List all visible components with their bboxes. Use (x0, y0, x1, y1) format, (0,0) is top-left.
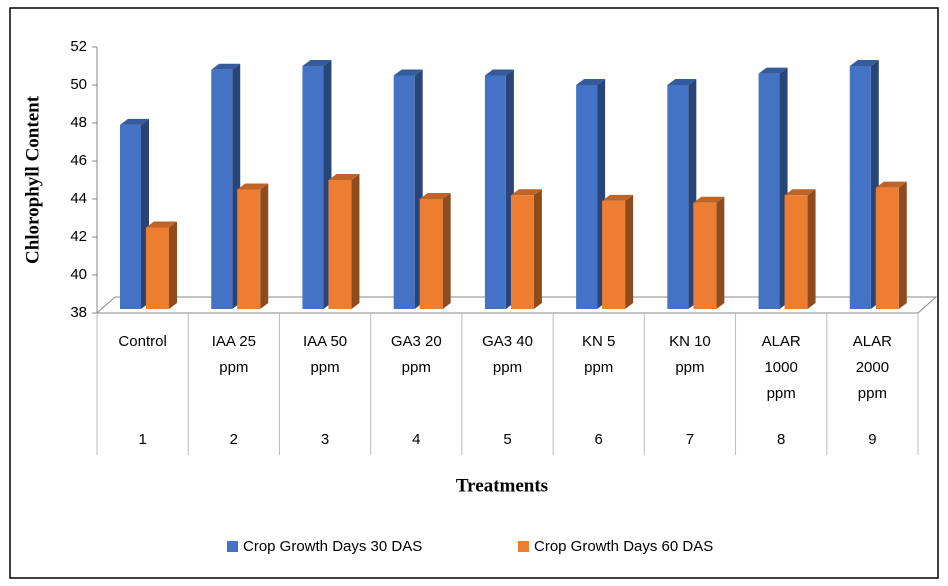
bar-front (302, 66, 324, 309)
bar (849, 60, 879, 309)
x-group-label: 1 (138, 431, 147, 448)
bar-top (784, 189, 816, 196)
bar-top (602, 194, 634, 201)
bar (758, 67, 788, 309)
bar-side (533, 189, 542, 309)
y-tick-label: 40 (70, 266, 87, 283)
bar-front (849, 66, 871, 309)
bar-front (602, 200, 626, 309)
bar-top (667, 79, 697, 85)
legend-label: Crop Growth Days 60 DAS (534, 538, 713, 555)
x-group-label: 5 (503, 431, 512, 448)
x-group-label: 7 (685, 431, 695, 448)
bar-side (442, 193, 451, 309)
bar (484, 69, 514, 309)
bar (602, 194, 634, 309)
bar-top (328, 174, 360, 180)
x-tick-label: IAA 25 ppm (211, 333, 256, 376)
bar-side (716, 196, 725, 309)
bar (146, 221, 177, 309)
y-tick-label: 42 (70, 228, 87, 245)
bar-top (302, 60, 332, 66)
bar-top (237, 183, 269, 190)
bar-top (875, 181, 907, 188)
bar (510, 189, 542, 309)
x-tick-label: KN 10 ppm (669, 333, 711, 376)
bar-front (211, 69, 233, 309)
bar-front (146, 227, 169, 309)
bar-side (260, 183, 269, 309)
bar-front (510, 195, 534, 309)
bar-front (393, 75, 415, 309)
bar-top (484, 69, 514, 76)
bar-top (419, 193, 451, 199)
legend-swatch (227, 541, 238, 552)
bar-top (510, 189, 542, 196)
legend-label: Crop Growth Days 30 DAS (243, 538, 422, 555)
bar-side (807, 189, 816, 309)
bar-front (667, 85, 689, 309)
bar-top (758, 67, 788, 74)
bar-top (576, 79, 606, 85)
bar-top (849, 60, 879, 66)
bar-top (146, 221, 177, 228)
bar-front (758, 73, 780, 309)
bar (302, 60, 332, 309)
bar (419, 193, 451, 309)
x-group-label: 6 (594, 431, 603, 448)
x-tick-label: Control (118, 333, 167, 350)
y-tick-label: 38 (70, 304, 87, 321)
x-tick-label: ALAR 1000 ppm (761, 333, 801, 402)
x-group-label: 3 (320, 431, 330, 448)
bar (784, 189, 816, 309)
bar-front (875, 187, 899, 309)
bar-top (693, 196, 725, 203)
x-group-label: 4 (412, 431, 421, 448)
bar-top (120, 118, 149, 125)
bar (393, 69, 423, 309)
bar-front (120, 124, 141, 310)
y-tick-label: 46 (70, 152, 87, 169)
x-tick-label: GA3 20 ppm (390, 333, 442, 376)
bar (576, 79, 606, 309)
legend-swatch (518, 541, 529, 552)
bar-side (898, 181, 907, 309)
y-tick-label: 48 (70, 114, 87, 131)
y-tick-label: 52 (70, 38, 87, 55)
x-tick-label: IAA 50 ppm (302, 333, 348, 376)
bar (667, 79, 697, 309)
x-group-label: 8 (776, 431, 786, 448)
x-tick-label: ALAR 2000 ppm (852, 333, 892, 402)
x-group-label: 9 (868, 431, 877, 448)
bar-front (576, 85, 598, 309)
y-axis-title: Chlorophyll Content (22, 95, 43, 264)
bar-front (484, 75, 506, 309)
bar (237, 183, 269, 309)
x-tick-label: GA3 40 ppm (482, 333, 533, 376)
bar (875, 181, 907, 309)
y-tick-label: 50 (70, 76, 87, 93)
bar-front (328, 180, 352, 309)
bar (693, 196, 725, 309)
bar-top (393, 69, 423, 76)
bar-front (237, 189, 261, 309)
bar-side (351, 174, 360, 309)
bar-front (419, 199, 443, 309)
bar-side (169, 221, 177, 309)
bar (120, 118, 149, 310)
bar-side (625, 194, 634, 309)
bar (211, 63, 241, 309)
bar (328, 174, 360, 309)
bar-top (211, 63, 241, 70)
bar-front (693, 202, 717, 309)
x-tick-label: KN 5 ppm (582, 333, 616, 376)
x-axis-title: Treatments (456, 475, 548, 496)
y-tick-label: 44 (70, 190, 87, 207)
x-group-label: 2 (229, 431, 238, 448)
bar-front (784, 195, 808, 309)
